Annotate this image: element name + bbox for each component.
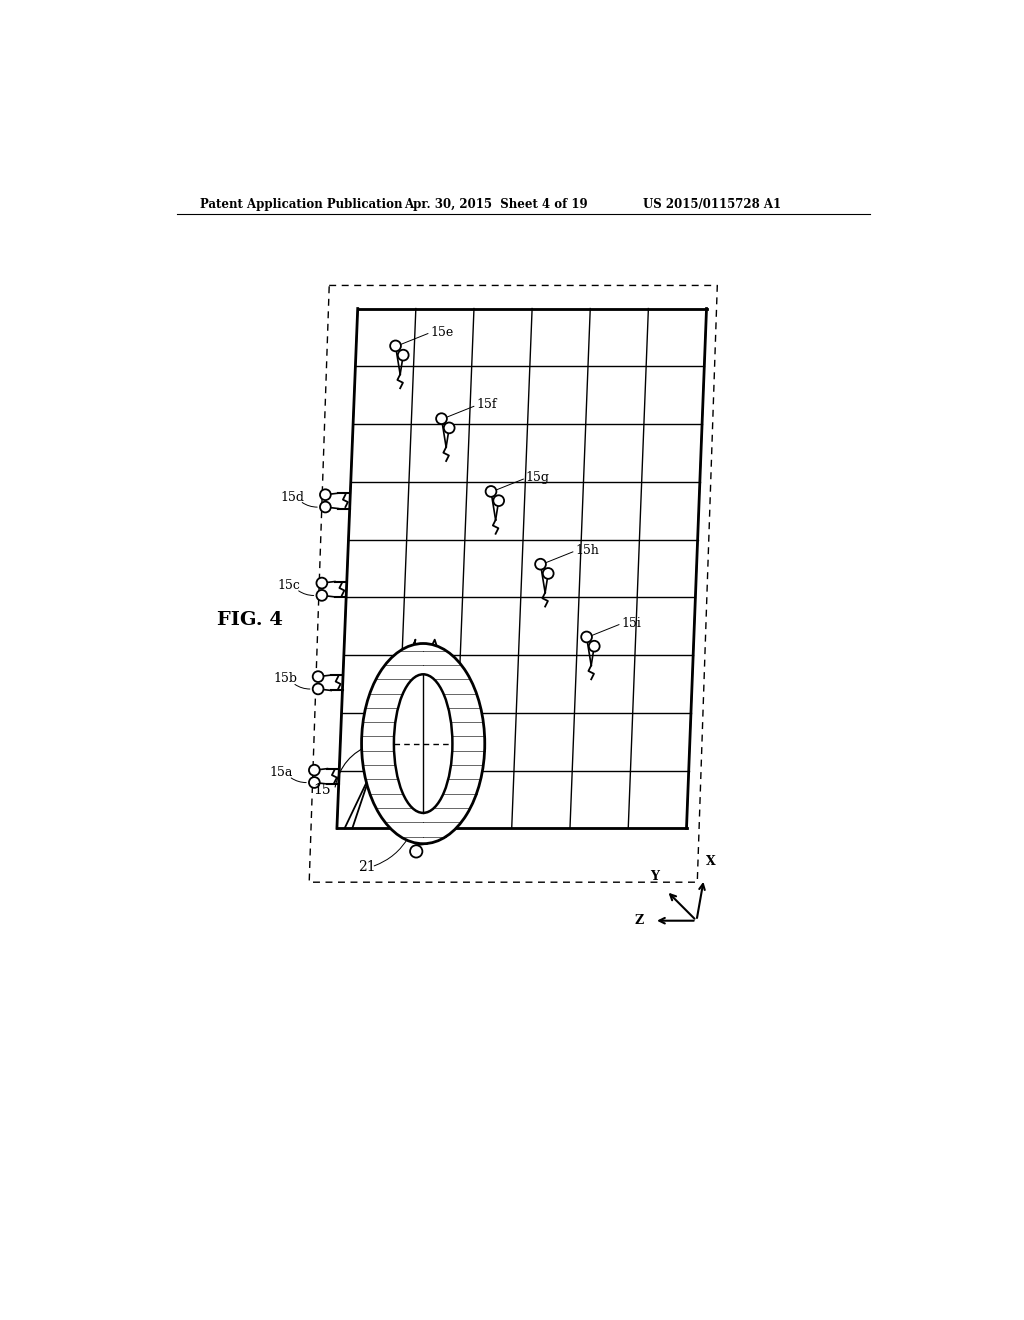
- Text: Z: Z: [634, 915, 643, 927]
- Circle shape: [309, 764, 319, 776]
- Text: Y: Y: [650, 870, 658, 883]
- Circle shape: [312, 672, 324, 682]
- Text: 15: 15: [313, 783, 331, 797]
- Circle shape: [398, 350, 409, 360]
- Text: 15a: 15a: [269, 766, 293, 779]
- Text: 15h: 15h: [575, 544, 599, 557]
- Circle shape: [536, 558, 546, 570]
- Circle shape: [543, 568, 554, 579]
- Circle shape: [443, 422, 455, 433]
- Circle shape: [319, 502, 331, 512]
- Circle shape: [309, 777, 319, 788]
- Text: 15c: 15c: [278, 579, 300, 591]
- Text: 15i: 15i: [622, 616, 641, 630]
- Text: 15d: 15d: [281, 491, 305, 503]
- Text: 15e: 15e: [430, 326, 454, 338]
- Ellipse shape: [394, 675, 453, 813]
- Circle shape: [582, 631, 592, 643]
- Circle shape: [410, 829, 422, 841]
- Circle shape: [494, 495, 504, 506]
- Text: FIG. 4: FIG. 4: [217, 611, 283, 630]
- Circle shape: [436, 413, 446, 424]
- Text: Patent Application Publication: Patent Application Publication: [200, 198, 402, 211]
- Circle shape: [319, 490, 331, 500]
- Circle shape: [316, 590, 328, 601]
- Text: 15f: 15f: [476, 399, 497, 412]
- Text: 15b: 15b: [273, 672, 297, 685]
- Circle shape: [485, 486, 497, 496]
- Circle shape: [410, 845, 422, 858]
- Circle shape: [589, 640, 600, 652]
- Text: US 2015/0115728 A1: US 2015/0115728 A1: [643, 198, 780, 211]
- Circle shape: [312, 684, 324, 694]
- Ellipse shape: [361, 644, 484, 843]
- Text: 15g: 15g: [525, 471, 550, 484]
- Circle shape: [390, 341, 401, 351]
- Text: 21: 21: [357, 859, 376, 874]
- Text: Apr. 30, 2015  Sheet 4 of 19: Apr. 30, 2015 Sheet 4 of 19: [403, 198, 588, 211]
- Text: X: X: [706, 855, 716, 869]
- Circle shape: [316, 578, 328, 589]
